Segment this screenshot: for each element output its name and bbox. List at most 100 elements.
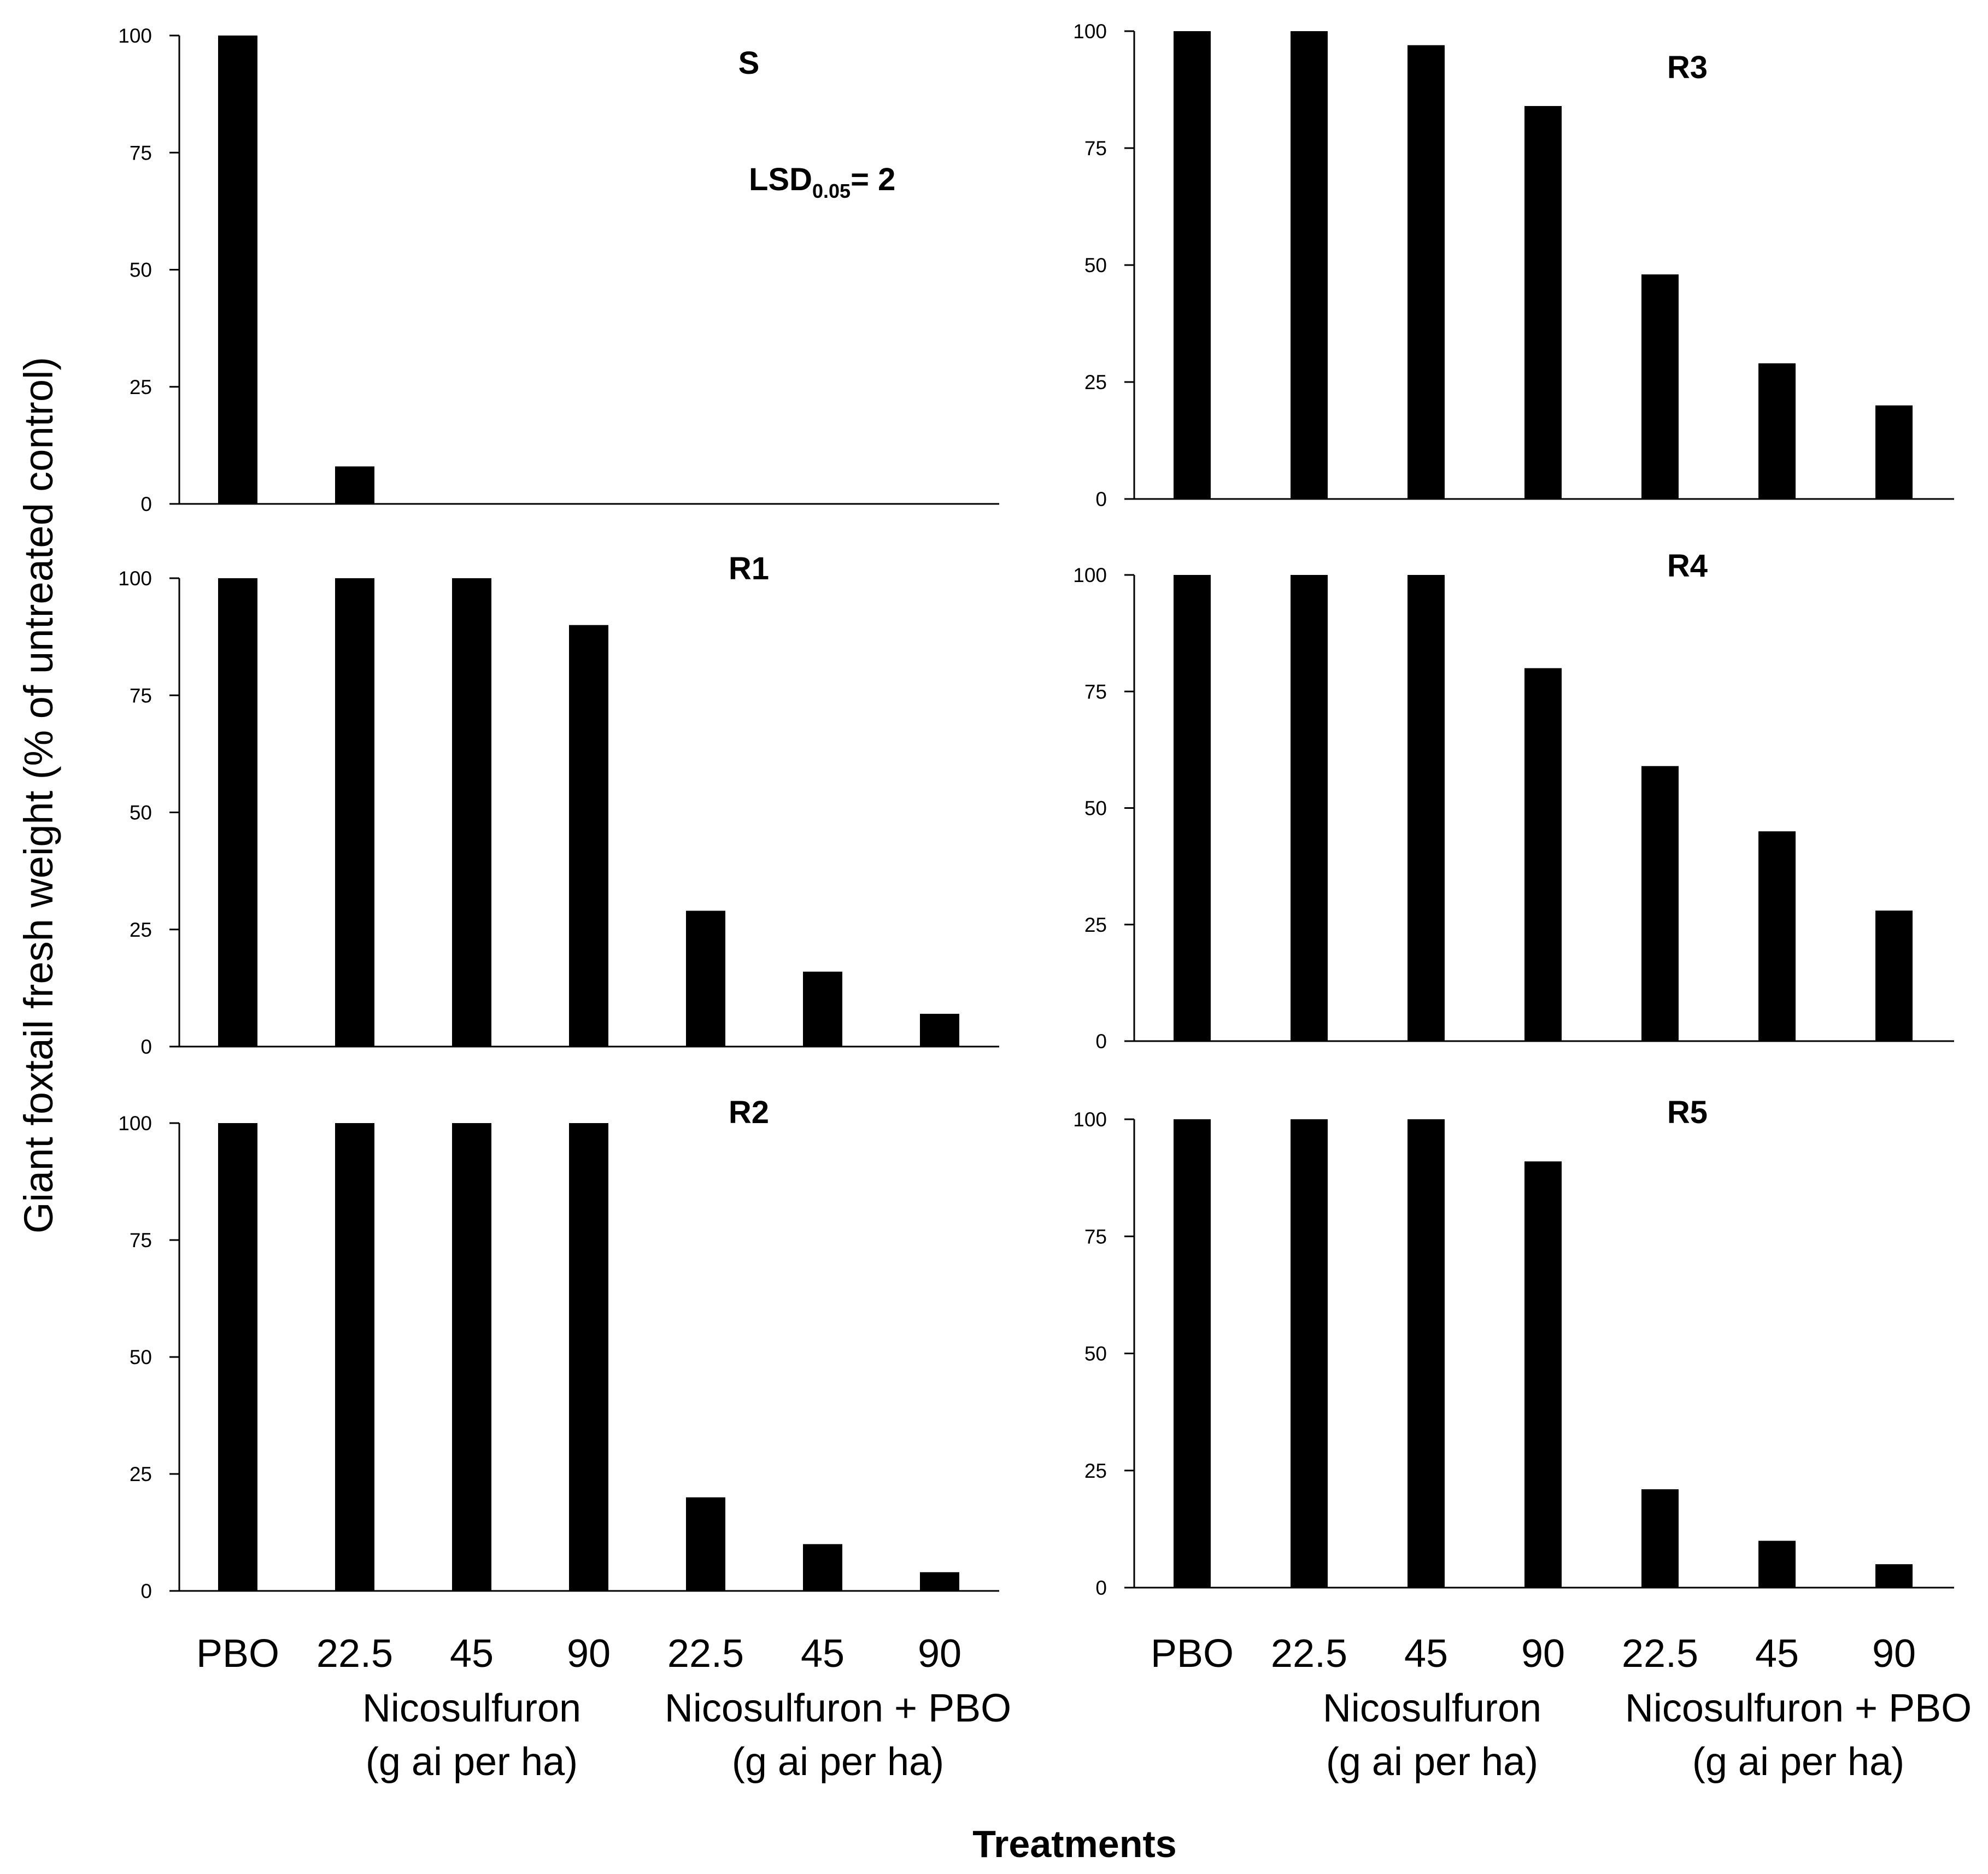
lsd-suffix: = 2: [851, 162, 895, 197]
bar-r3-3: [1524, 105, 1562, 499]
y-tick-label: 75: [130, 684, 152, 707]
bar-r3-2: [1408, 45, 1445, 500]
panel-title: R1: [729, 551, 769, 586]
panel-title: R3: [1667, 50, 1708, 85]
category-label: 22.5: [1271, 1632, 1347, 1676]
y-tick-label: 75: [130, 142, 152, 164]
bar-r5-3: [1524, 1161, 1562, 1588]
y-tick-label: 100: [118, 567, 152, 590]
y-tick-label: 25: [130, 919, 152, 941]
bar-r1-6: [920, 1014, 959, 1047]
bar-r2-4: [686, 1497, 725, 1591]
category-label: 90: [918, 1632, 961, 1676]
y-tick-label: 75: [130, 1229, 152, 1252]
category-label: 22.5: [1622, 1632, 1698, 1676]
y-tick-label: 50: [130, 1346, 152, 1368]
category-label: PBO: [196, 1632, 279, 1676]
y-tick-label: 0: [140, 1580, 152, 1602]
bar-r5-5: [1758, 1541, 1796, 1588]
y-tick-label: 25: [130, 1463, 152, 1485]
y-tick-label: 0: [1095, 1577, 1107, 1599]
lsd-annotation: LSD0.05= 2: [749, 162, 895, 202]
y-tick-label: 75: [1084, 137, 1107, 160]
category-label: 90: [567, 1632, 611, 1676]
bar-s-1: [335, 466, 374, 504]
bar-r3-6: [1875, 405, 1913, 499]
y-tick-label: 50: [130, 802, 152, 824]
bar-r2-6: [920, 1572, 959, 1591]
category-label: 90: [1521, 1632, 1565, 1676]
bar-r4-6: [1875, 910, 1913, 1041]
chart-panel-s: 0 25 50 75 100 S: [118, 25, 999, 515]
panel-title: R4: [1667, 548, 1708, 584]
chart-panel-r2: 0 25 50 75 100 R2 PBO 22.5 45 90 22.5 45 90: [118, 1095, 999, 1676]
group-unit-nicosulfuron-pbo-right: (g ai per ha): [1692, 1740, 1904, 1784]
y-axis-title: Giant foxtail fresh weight (% of untreat…: [16, 357, 61, 1233]
bar-r2-5: [803, 1544, 842, 1591]
category-label: 45: [801, 1632, 845, 1676]
bar-r5-6: [1875, 1564, 1913, 1588]
category-label: PBO: [1151, 1632, 1234, 1676]
bar-r4-4: [1641, 766, 1679, 1041]
category-label: 22.5: [667, 1632, 744, 1676]
bar-r2-0: [218, 1123, 257, 1591]
category-label: 45: [1755, 1632, 1799, 1676]
chart-panel-r5: 0 25 50 75 100 R5 PBO 22.5 45 90 22.5 45 90: [1073, 1095, 1954, 1676]
chart-panel-r4: 0 25 50 75 100 R4: [1073, 548, 1954, 1053]
group-unit-nicosulfuron-pbo-left: (g ai per ha): [732, 1740, 944, 1784]
group-label-nicosulfuron-pbo-right: Nicosulfuron + PBO: [1625, 1687, 1972, 1730]
group-label-nicosulfuron-right: Nicosulfuron: [1323, 1687, 1541, 1730]
bar-r4-2: [1408, 575, 1445, 1041]
bar-r2-2: [452, 1123, 491, 1591]
bar-r1-0: [218, 578, 257, 1047]
bar-r4-3: [1524, 668, 1562, 1041]
y-tick-label: 25: [130, 376, 152, 398]
bar-r1-4: [686, 910, 725, 1047]
bar-r2-3: [569, 1123, 608, 1591]
category-label: 45: [450, 1632, 494, 1676]
bar-r1-2: [452, 578, 491, 1047]
group-unit-nicosulfuron-right: (g ai per ha): [1326, 1740, 1538, 1784]
chart-panel-r1: 0 25 50 75 100 R1: [118, 551, 999, 1058]
y-tick-label: 25: [1084, 371, 1107, 393]
category-label: 45: [1404, 1632, 1448, 1676]
panel-title: R2: [729, 1095, 769, 1130]
panel-title: R5: [1667, 1095, 1708, 1130]
lsd-prefix: LSD: [749, 162, 812, 197]
y-tick-label: 25: [1084, 1460, 1107, 1482]
lsd-subscript: 0.05: [812, 180, 851, 202]
bar-r3-5: [1758, 363, 1796, 499]
chart-panel-r3: 0 25 50 75 100 R3: [1073, 20, 1954, 510]
bar-r1-1: [335, 578, 374, 1047]
bar-s-0: [218, 36, 257, 504]
y-tick-label: 0: [1095, 1030, 1107, 1053]
x-axis-title: Treatments: [972, 1823, 1176, 1865]
bar-r3-4: [1641, 274, 1679, 499]
y-tick-label: 25: [1084, 914, 1107, 936]
y-tick-label: 100: [1073, 1108, 1107, 1131]
y-tick-label: 50: [1084, 1343, 1107, 1365]
bar-r5-4: [1641, 1489, 1679, 1588]
y-tick-label: 75: [1084, 680, 1107, 703]
y-tick-label: 0: [1095, 488, 1107, 510]
group-label-nicosulfuron-left: Nicosulfuron: [362, 1687, 581, 1730]
y-tick-label: 50: [1084, 797, 1107, 820]
bar-r5-2: [1408, 1119, 1445, 1588]
bar-r2-1: [335, 1123, 374, 1591]
y-tick-label: 0: [140, 493, 152, 515]
group-unit-nicosulfuron-left: (g ai per ha): [366, 1740, 578, 1784]
panel-title: S: [738, 45, 760, 81]
y-tick-label: 50: [1084, 254, 1107, 277]
bar-r5-1: [1291, 1119, 1328, 1588]
bar-r3-1: [1291, 31, 1328, 499]
bar-r4-5: [1758, 831, 1796, 1041]
y-tick-label: 0: [140, 1036, 152, 1058]
bar-r1-5: [803, 971, 842, 1047]
bar-r5-0: [1174, 1119, 1211, 1588]
y-tick-label: 75: [1084, 1225, 1107, 1248]
y-tick-label: 50: [130, 259, 152, 281]
y-tick-label: 100: [118, 1112, 152, 1135]
bar-r4-1: [1291, 575, 1328, 1041]
bar-r4-0: [1174, 575, 1211, 1041]
